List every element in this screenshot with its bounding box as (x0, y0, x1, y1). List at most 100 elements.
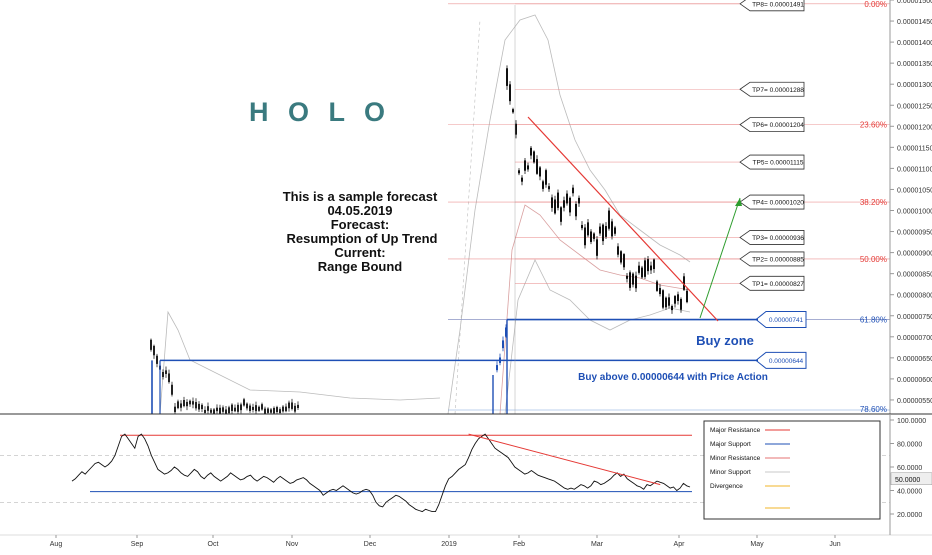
price-tick-label: 0.00001150 (897, 145, 932, 152)
candle-body (150, 339, 152, 350)
candle-body (548, 186, 550, 190)
price-tick-label: 0.00000600 (897, 377, 932, 384)
candle-body (575, 203, 577, 217)
candle-body (602, 224, 604, 242)
candle-body (596, 239, 598, 256)
price-tick-label: 0.00000850 (897, 272, 932, 279)
candle-body (276, 407, 278, 413)
candle-body (650, 265, 652, 271)
candle-body (192, 401, 194, 405)
tp-callout-box (739, 81, 805, 97)
candle-body (231, 404, 233, 411)
candle-body (261, 404, 263, 410)
forecast-line: Forecast: (331, 217, 390, 232)
candle-body (554, 199, 556, 214)
candle-body (599, 226, 601, 234)
rsi-tick-label: 20.0000 (897, 512, 922, 519)
candle-body (162, 372, 164, 377)
candle-body (243, 399, 245, 406)
x-tick-label: Nov (286, 541, 299, 548)
candle-body (578, 197, 580, 204)
price-tick-label: 0.00000550 (897, 398, 932, 405)
x-tick-label: May (750, 541, 764, 548)
price-tick-label: 0.00001250 (897, 103, 932, 110)
price-tick-label: 0.00001000 (897, 209, 932, 216)
candle-body (587, 222, 589, 236)
candle-body (183, 400, 185, 407)
fib-level-label: 38.20% (860, 198, 887, 207)
candle-body (653, 259, 655, 270)
tp-callout-box (739, 194, 805, 210)
candle-body (518, 170, 520, 174)
legend-label: Minor Resistance (710, 455, 761, 462)
legend-label: Major Support (710, 441, 751, 448)
candle-body (264, 408, 266, 414)
tp-callout-label: TP1= 0.00000827 (752, 281, 804, 288)
tp-callout-box (739, 154, 805, 170)
tp-callout-label: TP6= 0.00001204 (752, 122, 804, 129)
forecast-line: 04.05.2019 (327, 203, 392, 218)
candle-body (502, 340, 504, 349)
forecast-line: Resumption of Up Trend (287, 231, 438, 246)
candle-body (297, 404, 299, 409)
candle-body (632, 273, 634, 285)
candle-body (569, 197, 571, 213)
x-tick-label: Aug (50, 541, 63, 548)
candle-body (210, 409, 212, 413)
price-tick-label: 0.00001400 (897, 40, 932, 47)
candle-body (234, 407, 236, 412)
candle-body (686, 290, 688, 303)
candle-body (267, 408, 269, 413)
candle-body (252, 406, 254, 410)
price-tick-label: 0.00001050 (897, 187, 932, 194)
buy-zone-label: Buy zone (696, 333, 754, 348)
candle-body (291, 402, 293, 409)
tp-callout-box (739, 230, 805, 245)
price-tick-label: 0.00000750 (897, 314, 932, 321)
chart-title: H O L O (249, 97, 391, 127)
candle-body (282, 406, 284, 412)
candle-body (605, 226, 607, 237)
forecast-arrow-head (735, 198, 742, 206)
candle-body (641, 267, 643, 278)
candle-body (168, 373, 170, 383)
candle-body (635, 275, 637, 289)
tp-callout-box (739, 251, 805, 267)
candle-body (533, 151, 535, 163)
rsi-tick-label: 80.0000 (897, 442, 922, 449)
tp-callout-label: TP2= 0.00000885 (752, 256, 804, 263)
candle-body (225, 409, 227, 414)
rsi-tick-label: 100.0000 (897, 418, 926, 425)
tp-callout-label: TP8= 0.00001491 (752, 1, 804, 8)
buy-above-label: Buy above 0.00000644 with Price Action (578, 372, 768, 383)
candle-body (216, 407, 218, 412)
tp-callout-label: TP5= 0.00001115 (753, 160, 804, 167)
price-tick-label: 0.00001200 (897, 124, 932, 131)
candle-body (515, 123, 517, 135)
candle-body (542, 181, 544, 189)
price-tick-label: 0.00001350 (897, 61, 932, 68)
candle-body (551, 197, 553, 208)
fib-level-label: 23.60% (860, 121, 887, 130)
rsi-series-line (71, 433, 691, 513)
rsi-tick-label: 40.0000 (897, 489, 922, 496)
price-tick-label: 0.00000900 (897, 251, 932, 258)
x-tick-label: Dec (364, 541, 377, 548)
price-tick-label: 0.00001450 (897, 19, 932, 26)
candle-body (201, 404, 203, 410)
forecast-line: Range Bound (318, 259, 403, 274)
fib-level-label: 0.00% (864, 0, 887, 9)
support-callout-box (755, 351, 807, 369)
candle-body (189, 400, 191, 405)
x-tick-label: Jun (829, 541, 840, 548)
candle-body (617, 246, 619, 255)
candle-body (240, 404, 242, 411)
legend-label: Major Resistance (710, 427, 761, 434)
candle-body (294, 405, 296, 412)
price-tick-label: 0.00000950 (897, 230, 932, 237)
candle-body (165, 370, 167, 374)
candle-body (683, 276, 685, 290)
candle-body (270, 409, 272, 413)
